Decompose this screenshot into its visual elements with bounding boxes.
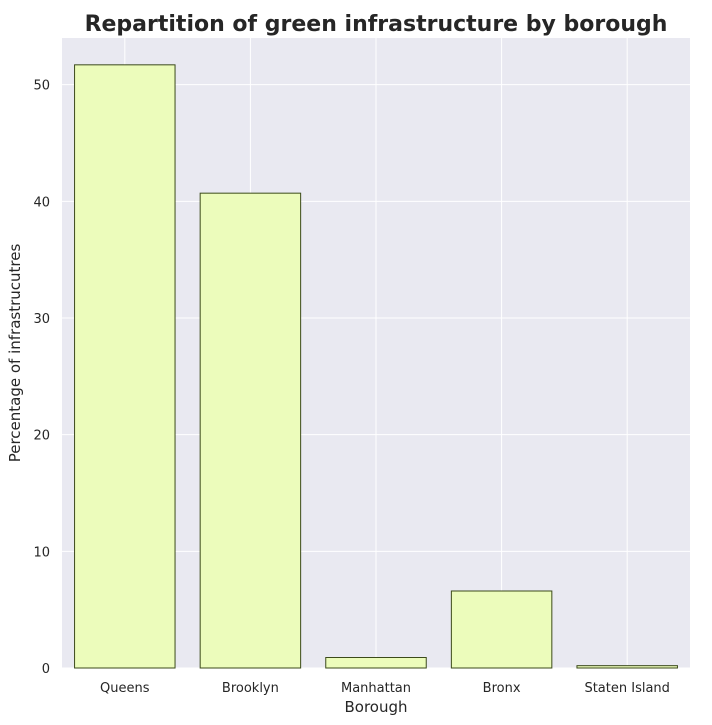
bars (74, 64, 678, 669)
x-tick-label: Queens (100, 681, 150, 696)
bar-brooklyn (199, 192, 302, 669)
y-tick-label: 50 (33, 79, 50, 94)
bar-staten-island (576, 665, 678, 669)
y-tick-label: 30 (33, 312, 50, 327)
y-tick-label: 10 (33, 545, 50, 560)
x-tick-label: Bronx (483, 681, 521, 696)
x-axis-ticks: Queens Brooklyn Manhattan Bronx Staten Islan… (100, 681, 670, 696)
x-tick-label: Staten Island (584, 681, 669, 696)
y-tick-label: 40 (33, 195, 50, 210)
y-tick-label: 0 (42, 662, 50, 677)
x-tick-label: Brooklyn (222, 681, 279, 696)
bar-bronx (450, 590, 553, 669)
x-axis-label: Borough (344, 698, 407, 716)
bar-manhattan (325, 657, 427, 669)
x-tick-label: Manhattan (341, 681, 411, 696)
y-tick-label: 20 (33, 429, 50, 444)
bar-queens (74, 64, 176, 669)
y-axis-ticks: 0 10 20 30 40 50 (33, 79, 50, 677)
y-axis-label: Percentage of infrastrucutres (6, 244, 24, 463)
chart-title: Repartition of green infrastructure by b… (85, 12, 668, 37)
